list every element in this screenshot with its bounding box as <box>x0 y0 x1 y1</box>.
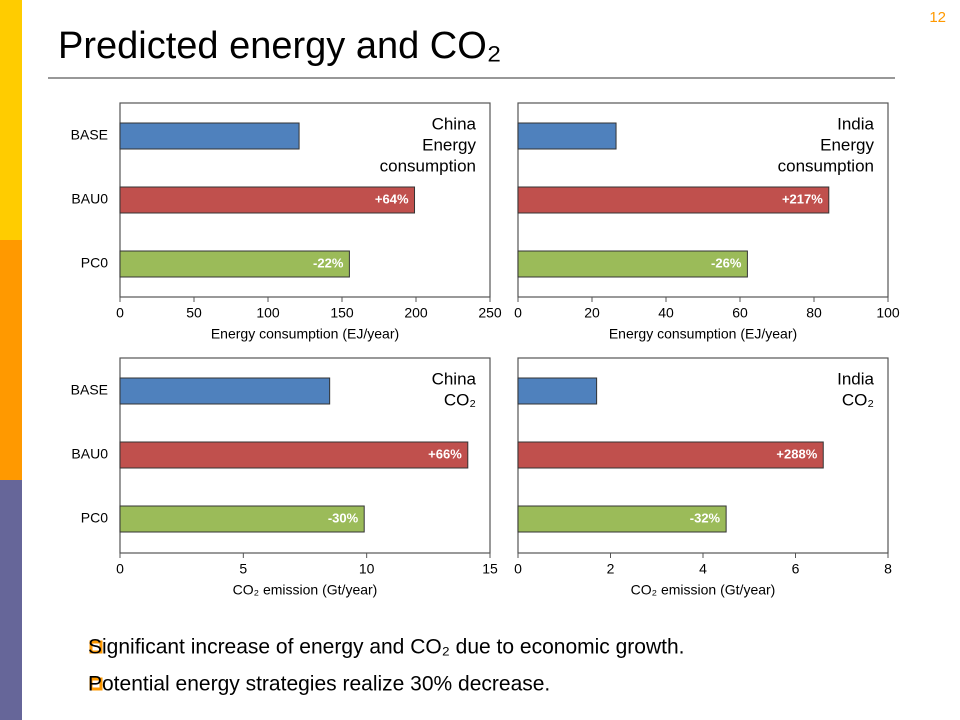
x-axis-label: CO₂ emission (Gt/year) <box>233 582 378 598</box>
bullet-icon <box>89 640 103 654</box>
bar <box>517 505 727 533</box>
bar-label: -26% <box>711 255 742 270</box>
panel-title: China <box>432 114 477 133</box>
x-tick-label: 20 <box>584 305 600 321</box>
bar-label: +64% <box>375 191 409 206</box>
bar-label: -30% <box>328 510 359 525</box>
bar-label: +66% <box>428 446 462 461</box>
bar-label: +217% <box>782 191 823 206</box>
bar <box>517 250 748 278</box>
x-tick-label: 8 <box>884 561 892 577</box>
x-tick-label: 200 <box>404 305 428 321</box>
x-tick-label: 0 <box>514 305 522 321</box>
panel-title: CO₂ <box>444 390 476 409</box>
category-label: BASE <box>71 382 108 398</box>
bar-label: -32% <box>690 510 721 525</box>
panel-title: consumption <box>380 156 476 175</box>
panel-title: India <box>837 114 874 133</box>
x-tick-label: 60 <box>732 305 748 321</box>
x-tick-label: 100 <box>256 305 280 321</box>
bar <box>119 122 300 150</box>
bar <box>517 186 830 214</box>
bullet: Significant increase of energy and CO₂ d… <box>88 636 684 659</box>
x-tick-label: 10 <box>359 561 375 577</box>
category-label: BAU0 <box>71 446 108 462</box>
x-axis-label: Energy consumption (EJ/year) <box>211 326 399 342</box>
bar <box>517 441 824 469</box>
category-label: PC0 <box>81 510 108 526</box>
x-axis-label: CO₂ emission (Gt/year) <box>631 582 776 598</box>
panel-title: Energy <box>422 135 476 154</box>
slide-title: Predicted energy and CO₂ <box>58 25 502 67</box>
x-tick-label: 0 <box>116 561 124 577</box>
x-tick-label: 2 <box>607 561 615 577</box>
side-stripe <box>0 480 22 720</box>
category-label: BAU0 <box>71 191 108 207</box>
x-tick-label: 80 <box>806 305 822 321</box>
bar <box>119 441 469 469</box>
bar <box>119 377 331 405</box>
x-tick-label: 100 <box>876 305 900 321</box>
panel-title: CO₂ <box>842 390 874 409</box>
panel-title: consumption <box>778 156 874 175</box>
bar-label: +288% <box>776 446 817 461</box>
x-axis-label: Energy consumption (EJ/year) <box>609 326 797 342</box>
x-tick-label: 0 <box>116 305 124 321</box>
panel-title: China <box>432 369 477 388</box>
bar <box>119 186 416 214</box>
x-tick-label: 6 <box>792 561 800 577</box>
x-tick-label: 0 <box>514 561 522 577</box>
x-tick-label: 5 <box>239 561 247 577</box>
category-label: BASE <box>71 127 108 143</box>
side-stripe <box>0 0 22 240</box>
bar <box>119 250 350 278</box>
x-tick-label: 150 <box>330 305 354 321</box>
x-tick-label: 250 <box>478 305 502 321</box>
x-tick-label: 50 <box>186 305 202 321</box>
bar-label: -22% <box>313 255 344 270</box>
category-label: PC0 <box>81 255 108 271</box>
bar <box>119 505 365 533</box>
bar <box>517 377 598 405</box>
bar <box>517 122 617 150</box>
panel-title: Energy <box>820 135 874 154</box>
bullet-icon <box>89 677 103 691</box>
panel-title: India <box>837 369 874 388</box>
bullet: Potential energy strategies realize 30% … <box>88 673 550 696</box>
page-number: 12 <box>929 9 946 26</box>
side-stripe <box>0 240 22 480</box>
x-tick-label: 4 <box>699 561 707 577</box>
x-tick-label: 15 <box>482 561 498 577</box>
x-tick-label: 40 <box>658 305 674 321</box>
